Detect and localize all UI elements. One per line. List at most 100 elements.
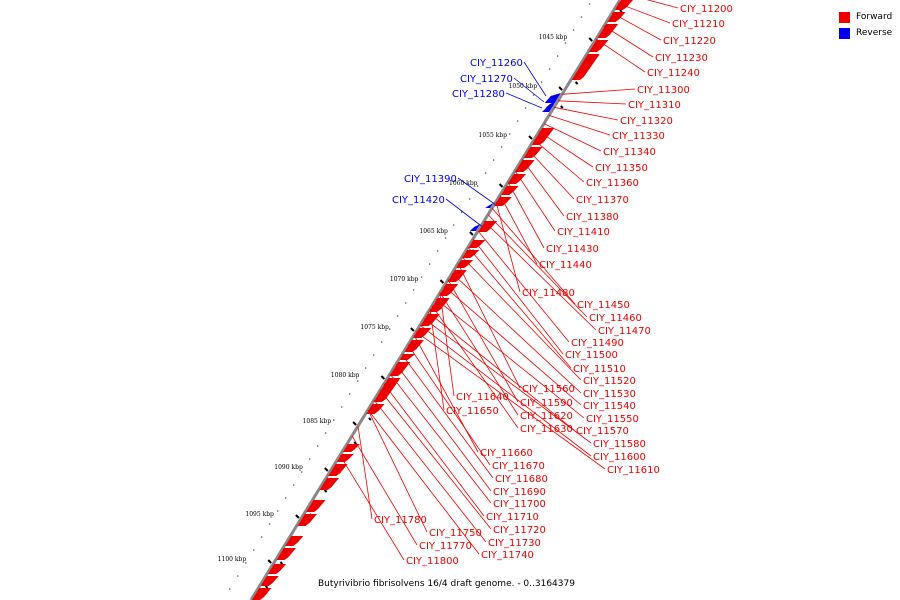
gene-label-forward: CIY_11730: [488, 538, 541, 549]
ring-dot: [580, 16, 583, 18]
ring-dot: [292, 484, 295, 486]
tick-mark: [380, 375, 386, 380]
ring-dot: [260, 536, 263, 538]
ring-dot: [316, 445, 319, 447]
gene-label-forward: CIY_11590: [520, 398, 573, 409]
gene-label-forward: CIY_11370: [576, 195, 629, 206]
leader-line: [367, 409, 428, 533]
leader-line: [543, 123, 602, 152]
gene-label-reverse: CIY_11260: [470, 58, 523, 69]
leader-line: [373, 399, 487, 543]
gene-label-forward: CIY_11330: [612, 131, 665, 142]
gene-label-forward: CIY_11560: [522, 384, 575, 395]
gene-label-forward: CIY_11630: [520, 424, 573, 435]
forward-gene: [507, 174, 526, 184]
legend-item-reverse: Reverse: [839, 25, 892, 41]
ring-dot: [348, 393, 351, 395]
legend-item-forward: Forward: [839, 9, 892, 25]
gene-label-forward: CIY_11350: [595, 163, 648, 174]
ring-dot: [253, 549, 255, 551]
forward-gene: [523, 147, 543, 158]
map-caption: Butyrivibrio fibrisolvens 16/4 draft gen…: [318, 579, 575, 589]
gene-labels: CIY_11200 CIY_11210 CIY_11220 CIY_11230 CIY_…: [374, 4, 733, 567]
ring-dot: [500, 146, 503, 148]
leader-line: [491, 207, 576, 305]
gene-label-forward: CIY_11540: [583, 401, 636, 412]
leader-line: [557, 100, 627, 105]
gene-label-forward: CIY_11620: [520, 411, 573, 422]
ring-dot: [245, 562, 247, 564]
ring-dot: [476, 185, 479, 187]
ring-dot: [412, 289, 415, 291]
ring-dot: [524, 107, 527, 109]
tick-label: 1065 kbp: [419, 228, 448, 235]
gene-label-forward: CIY_11310: [628, 100, 681, 111]
ring-dot: [556, 55, 559, 57]
gene-label-forward: CIY_11660: [480, 448, 533, 459]
forward-gene: [319, 478, 339, 490]
gene-label-forward: CIY_11230: [655, 53, 708, 64]
leader-line: [367, 409, 480, 555]
tick-mark: [324, 467, 329, 472]
legend: Forward Reverse: [839, 9, 892, 41]
forward-gene: [462, 250, 480, 258]
outer-dotted-ring: [229, 3, 591, 590]
gene-label-forward: CIY_11530: [583, 389, 636, 400]
reverse-gene: [544, 93, 561, 103]
ring-dot: [356, 380, 359, 382]
gene-label-forward: CIY_11650: [446, 406, 499, 417]
ring-dot: [308, 458, 311, 460]
leader-line: [477, 230, 570, 343]
tick-label: 1060 kbp: [449, 180, 478, 187]
forward-gene: [571, 54, 600, 80]
gene-label-forward: CIY_11700: [493, 499, 546, 510]
forward-gene: [373, 378, 401, 402]
leader-line: [429, 308, 445, 411]
leader-line: [646, 0, 679, 9]
ring-dot: [268, 523, 271, 525]
leader-line: [505, 92, 543, 109]
gene-label-forward: CIY_11220: [663, 36, 716, 47]
leader-line: [514, 170, 556, 232]
ring-dot: [444, 237, 447, 239]
leader-line: [521, 159, 565, 217]
legend-label-forward: Forward: [856, 12, 893, 22]
gene-label-forward: CIY_11690: [493, 487, 546, 498]
tick-label: 1050 kbp: [509, 83, 538, 90]
leader-line: [435, 298, 585, 419]
gene-label-forward: CIY_11480: [522, 288, 575, 299]
gene-label-forward: CIY_11610: [607, 465, 660, 476]
forward-gene: [343, 444, 360, 452]
legend-swatch-reverse: [839, 27, 850, 39]
ring-dot: [508, 133, 511, 135]
forward-gene: [268, 564, 287, 574]
ring-dot: [484, 172, 487, 174]
forward-gene: [439, 284, 459, 296]
leader-line: [443, 285, 582, 406]
forward-gene: [336, 454, 354, 462]
gene-label-forward: CIY_11430: [546, 244, 599, 255]
leader-line: [389, 373, 492, 504]
tick-label: 1100 kbp: [218, 556, 247, 563]
legend-label-reverse: Reverse: [856, 28, 893, 38]
leader-line: [379, 389, 492, 530]
gene-label-reverse: CIY_11390: [404, 174, 457, 185]
forward-gene: [501, 186, 519, 195]
gene-label-forward: CIY_11200: [680, 4, 733, 15]
gene-tick: [368, 417, 372, 421]
gene-label-forward: CIY_11750: [429, 528, 482, 539]
forward-gene: [478, 221, 498, 232]
gene-tick: [619, 9, 623, 13]
ring-dot: [324, 432, 327, 434]
gene-label-reverse: CIY_11270: [460, 74, 513, 85]
forward-gene: [420, 314, 440, 326]
leader-line: [445, 198, 485, 229]
forward-gene: [607, 12, 626, 22]
forward-gene: [413, 328, 432, 338]
gene-label-forward: CIY_11520: [583, 376, 636, 387]
ring-dot: [436, 250, 439, 252]
tick-label: 1070 kbp: [390, 276, 419, 283]
forward-gene: [252, 588, 272, 600]
leader-line: [561, 88, 636, 95]
leader-line: [533, 139, 585, 183]
